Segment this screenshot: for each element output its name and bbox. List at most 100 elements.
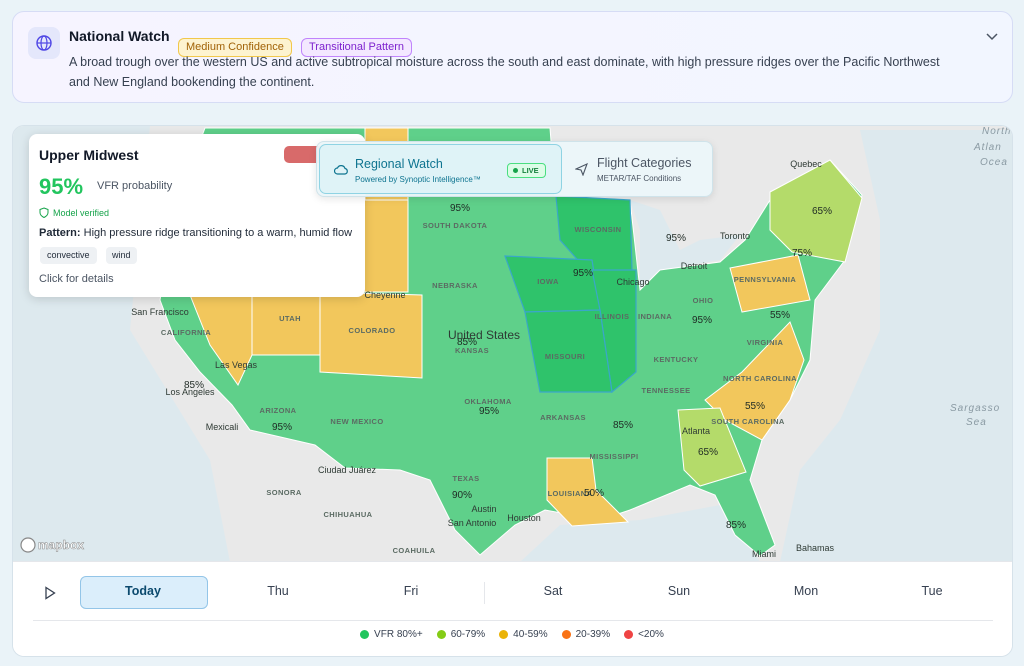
region-percent[interactable]: 85% <box>613 420 633 431</box>
map-label: Los Angeles <box>165 387 215 397</box>
collapse-chevron[interactable] <box>985 29 999 43</box>
map-label: UTAH <box>279 314 301 323</box>
map-label: CHIHUAHUA <box>323 510 372 519</box>
map-label: OKLAHOMA <box>464 397 512 406</box>
legend-label: 40-59% <box>513 629 548 640</box>
header-card: National Watch Medium Confidence Transit… <box>12 11 1013 103</box>
map-label: Sargasso <box>950 403 1000 414</box>
globe-icon <box>28 27 60 59</box>
header-description: A broad trough over the western US and a… <box>69 55 940 89</box>
map-label: Miami <box>752 549 776 559</box>
map-label: TENNESSEE <box>641 386 690 395</box>
map-label: VIRGINIA <box>747 338 784 347</box>
map-label: INDIANA <box>638 312 672 321</box>
map-label: Quebec <box>790 159 822 169</box>
legend-label: 20-39% <box>575 629 611 640</box>
region-percent[interactable]: 65% <box>812 206 832 217</box>
day[interactable]: Today <box>125 584 161 598</box>
region-percent[interactable]: 95% <box>450 203 470 214</box>
region-percent[interactable]: 55% <box>745 401 765 412</box>
popup-probability-label: VFR probability <box>97 180 173 192</box>
region-percent[interactable]: 85% <box>726 520 746 531</box>
region-percent[interactable]: 75% <box>792 248 812 259</box>
mapbox-logo: mapbox <box>20 537 85 553</box>
day[interactable]: Sun <box>667 584 691 598</box>
play-button[interactable] <box>44 586 56 600</box>
divider <box>33 620 993 621</box>
map-label: COLORADO <box>349 326 396 335</box>
map-label: United States <box>448 328 520 342</box>
map-label: KANSAS <box>455 346 489 355</box>
legend-swatch <box>561 630 571 639</box>
map-label: TEXAS <box>452 474 479 483</box>
flight-tab[interactable]: Flight Categories METAR/TAF Conditions <box>567 144 710 194</box>
separator <box>484 582 485 604</box>
map-label: MISSOURI <box>545 352 585 361</box>
map-card: SOUTH DAKOTA NEBRASKA IOWA ILLINOIS INDI… <box>12 125 1013 657</box>
tab-title: Regional Watch <box>355 157 443 171</box>
map-percentages: 95% 95% 95% 65% 75% 55% 95% 85% 95% 85% … <box>184 203 832 531</box>
plane-icon <box>575 163 588 176</box>
popup-pattern: Pattern: High pressure ridge transitioni… <box>39 227 352 239</box>
region-percent[interactable]: 85% <box>184 380 204 391</box>
region-popup[interactable]: Upper Midwest 95% VFR probability Model … <box>29 134 365 297</box>
map-label: SONORA <box>266 488 302 497</box>
legend-swatch <box>499 630 509 639</box>
pattern-badge: Transitional Pattern <box>301 38 412 57</box>
map-label: Sea <box>966 417 987 428</box>
map-label: San Francisco <box>131 307 189 317</box>
live-text: LIVE <box>522 166 539 175</box>
today-highlight[interactable] <box>80 576 208 609</box>
map-label: WISCONSIN <box>575 225 622 234</box>
map-label: Chicago <box>616 277 649 287</box>
day[interactable]: Sat <box>543 584 563 598</box>
popup-title: Upper Midwest <box>39 147 139 163</box>
map-label: KENTUCKY <box>654 355 699 364</box>
attribution: mapbox <box>38 538 84 552</box>
region-percent[interactable]: 95% <box>272 422 292 433</box>
legend-label: 60-79% <box>450 629 486 640</box>
day[interactable]: Mon <box>793 584 819 598</box>
regional-tab[interactable]: Regional Watch Powered by Synoptic Intel… <box>319 144 562 194</box>
legend-item: 40-59% <box>499 629 548 640</box>
popup-cta[interactable]: Click for details <box>39 273 114 285</box>
map-label: IOWA <box>537 277 559 286</box>
region-percent[interactable]: 85% <box>457 337 477 348</box>
shield-icon <box>39 207 49 218</box>
map-label: Cheyenne <box>364 290 405 300</box>
day[interactable]: Tue <box>921 584 943 598</box>
pattern-text: High pressure ridge transitioning to a w… <box>83 227 353 239</box>
map-label: Austin <box>471 504 496 514</box>
region-percent[interactable]: 65% <box>698 447 718 458</box>
popup-verified: Model verified <box>53 208 110 218</box>
map-label: Atlanta <box>682 426 710 436</box>
region-percent[interactable]: 55% <box>770 310 790 321</box>
region-percent[interactable]: 50% <box>584 488 604 499</box>
legend-item: VFR 80%+ <box>360 629 423 640</box>
region-percent[interactable]: 90% <box>452 490 472 501</box>
legend-swatch <box>436 630 446 639</box>
region-percent[interactable]: 95% <box>692 315 712 326</box>
tab-subtitle: METAR/TAF Conditions <box>597 174 682 183</box>
map-label: ILLINOIS <box>595 312 630 321</box>
legend-item: <20% <box>624 629 664 640</box>
region-percent[interactable]: 95% <box>479 406 499 417</box>
map-label: NEBRASKA <box>432 281 478 290</box>
day[interactable]: Thu <box>267 584 289 598</box>
map-label: Mexicali <box>206 422 239 432</box>
region-percent[interactable]: 95% <box>573 268 593 279</box>
day[interactable]: Fri <box>403 584 419 598</box>
legend-swatch <box>360 630 370 639</box>
map-label: ARKANSAS <box>540 413 586 422</box>
map-label: SOUTH DAKOTA <box>423 221 488 230</box>
map-label: Atlan <box>973 142 1002 153</box>
map-label: ARIZONA <box>260 406 297 415</box>
legend-item: 20-39% <box>561 629 611 640</box>
map-label: San Antonio <box>448 518 497 528</box>
map-label: NORTH CAROLINA <box>723 374 797 383</box>
map-label: North <box>982 126 1011 137</box>
confidence-badge: Medium Confidence <box>178 38 292 57</box>
region-percent[interactable]: 95% <box>666 233 686 244</box>
map-label: Ciudad Juárez <box>318 465 377 475</box>
